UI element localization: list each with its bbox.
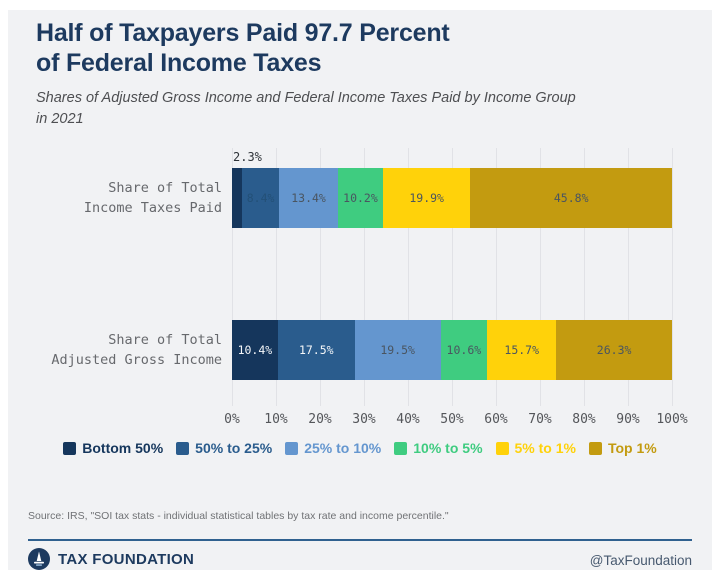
segment-value-label: 17.5% xyxy=(298,343,334,357)
segment-value-label: 45.8% xyxy=(553,191,589,205)
segment-value-label: 15.7% xyxy=(504,343,540,357)
bar-segment: 26.3% xyxy=(556,320,672,380)
legend-swatch-icon xyxy=(176,441,190,455)
legend-item: 10% to 5% xyxy=(394,440,483,456)
twitter-handle: @TaxFoundation xyxy=(589,553,692,568)
legend-swatch-icon xyxy=(63,441,77,455)
brand-name: TAX FOUNDATION xyxy=(58,550,195,568)
gridline xyxy=(320,148,321,406)
outside-value-label: 2.3% xyxy=(233,150,262,164)
bar-segment: 19.5% xyxy=(354,320,441,380)
category-label-adjusted-gross-income: Share of Total Adjusted Gross Income xyxy=(22,330,222,370)
category-label-income-taxes-paid: Share of Total Income Taxes Paid xyxy=(22,178,222,218)
bar-segment: 13.4% xyxy=(279,168,339,228)
gridline xyxy=(364,148,365,406)
source-note: Source: IRS, "SOI tax stats - individual… xyxy=(28,510,449,522)
gridline xyxy=(276,148,277,406)
bar-segment: 45.8% xyxy=(470,168,672,228)
bar-segment: 17.5% xyxy=(277,320,355,380)
gridline xyxy=(584,148,585,406)
subtitle-line-2: in 2021 xyxy=(36,111,84,127)
category-label-line: Share of Total xyxy=(108,180,222,196)
bar-segment: 19.9% xyxy=(382,168,471,228)
bar-segment: 15.7% xyxy=(487,320,557,380)
legend-item: 5% to 1% xyxy=(495,440,576,456)
bar-segment: 10.4% xyxy=(232,320,278,380)
brand-lockup: TAX FOUNDATION xyxy=(28,548,194,570)
legend-label: 10% to 5% xyxy=(413,440,483,456)
x-axis-tick: 90% xyxy=(616,412,640,427)
x-axis-tick: 30% xyxy=(352,412,376,427)
x-axis-tick: 20% xyxy=(308,412,332,427)
gridline xyxy=(408,148,409,406)
legend-label: 5% to 1% xyxy=(514,440,576,456)
segment-value-label: 19.9% xyxy=(409,191,444,205)
title-line-2: of Federal Income Taxes xyxy=(36,49,322,77)
title-line-1: Half of Taxpayers Paid 97.7 Percent xyxy=(36,19,450,47)
legend-swatch-icon xyxy=(588,441,602,455)
legend-swatch-icon xyxy=(495,441,509,455)
legend-label: 50% to 25% xyxy=(195,440,273,456)
x-axis-tick: 0% xyxy=(224,412,240,427)
legend-item: Top 1% xyxy=(588,440,657,456)
category-label-line: Adjusted Gross Income xyxy=(51,352,222,368)
bar-segment: 10.2% xyxy=(338,168,383,228)
stacked-bar-row: 10.4% 17.5% 19.5% 10.6% 15.7% 26.3% xyxy=(232,320,672,380)
stacked-bar-row: 8.4% 13.4% 10.2% 19.9% 45.8% xyxy=(232,168,672,228)
x-axis-tick: 70% xyxy=(528,412,552,427)
segment-value-label: 10.4% xyxy=(237,343,273,357)
category-label-line: Share of Total xyxy=(108,332,222,348)
segment-value-label: 26.3% xyxy=(596,343,632,357)
segment-value-label: 10.6% xyxy=(446,343,482,357)
x-axis-tick: 80% xyxy=(572,412,596,427)
x-axis-tick: 50% xyxy=(440,412,464,427)
bar-segment: 8.4% xyxy=(242,168,280,228)
legend-item: Bottom 50% xyxy=(63,440,163,456)
x-axis-tick: 40% xyxy=(396,412,420,427)
chart-subtitle: Shares of Adjusted Gross Income and Fede… xyxy=(36,88,576,130)
bar-segment xyxy=(232,168,243,228)
x-axis-tick: 10% xyxy=(264,412,288,427)
legend-label: Bottom 50% xyxy=(82,440,164,456)
gridline xyxy=(452,148,453,406)
segment-value-label: 13.4% xyxy=(291,191,326,205)
footer-divider xyxy=(28,539,692,541)
segment-value-label: 19.5% xyxy=(380,343,415,357)
legend-label: 25% to 10% xyxy=(304,440,382,456)
chart-legend: Bottom 50% 50% to 25% 25% to 10% 10% to 5% 5… xyxy=(8,440,712,456)
segment-value-label: 10.2% xyxy=(343,191,378,205)
tax-foundation-logo-icon xyxy=(28,548,50,570)
legend-swatch-icon xyxy=(285,441,299,455)
legend-swatch-icon xyxy=(394,441,408,455)
legend-item: 25% to 10% xyxy=(285,440,381,456)
x-axis-tick: 100% xyxy=(656,412,688,427)
gridline xyxy=(232,148,233,406)
page-title: Half of Taxpayers Paid 97.7 Percent of F… xyxy=(36,18,450,78)
gridline xyxy=(540,148,541,406)
legend-label: Top 1% xyxy=(607,440,657,456)
bar-segment: 10.6% xyxy=(440,320,488,380)
category-label-line: Income Taxes Paid xyxy=(83,200,222,216)
x-axis: 0% 10% 20% 30% 40% 50% 60% 70% 80% 90% 100% xyxy=(224,412,687,428)
segment-value-label: 8.4% xyxy=(246,191,275,205)
legend-item: 50% to 25% xyxy=(176,440,272,456)
gridline xyxy=(496,148,497,406)
gridline xyxy=(628,148,629,406)
x-axis-tick: 60% xyxy=(484,412,508,427)
plot-area: 8.4% 13.4% 10.2% 19.9% 45.8% 2.3% 10.4% 17.5% 19… xyxy=(232,148,673,406)
subtitle-line-1: Shares of Adjusted Gross Income and Fede… xyxy=(36,90,576,106)
gridline xyxy=(672,148,673,406)
chart-card: Half of Taxpayers Paid 97.7 Percent of F… xyxy=(8,10,712,570)
